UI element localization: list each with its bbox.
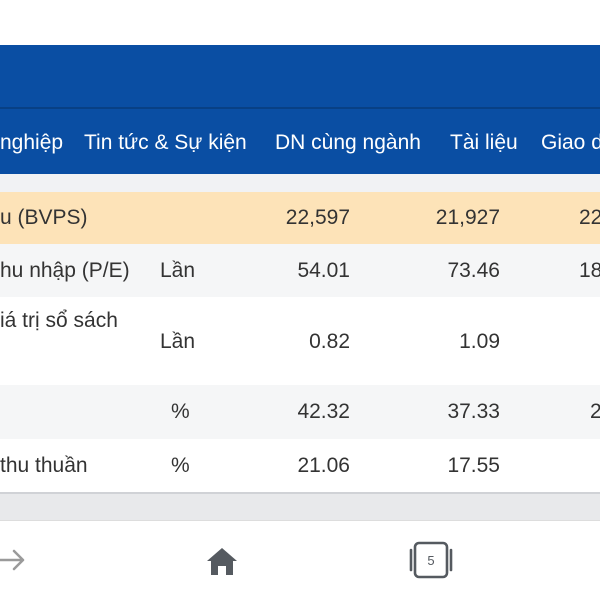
tab-trading[interactable]: Giao d (541, 131, 600, 154)
home-icon[interactable] (205, 545, 239, 577)
tabs-icon[interactable]: 5 (409, 540, 453, 580)
row-value: 54.01 (297, 259, 350, 282)
row-value: 1.09 (459, 330, 500, 353)
table-row: hu nhập (P/E) Lần 54.01 73.46 18 (0, 244, 600, 297)
section-gap (0, 174, 600, 192)
table-row: % 42.32 37.33 2 (0, 385, 600, 439)
row-value: 73.46 (447, 259, 500, 282)
row-label: u (BVPS) (0, 206, 88, 229)
tab-news-events[interactable]: Tin tức & Sự kiện (84, 131, 247, 154)
table-row: u (BVPS) 22,597 21,927 22 (0, 192, 600, 244)
status-area (0, 0, 600, 45)
content-bottom (0, 492, 600, 522)
row-unit: Lần (160, 259, 196, 282)
row-value: 21,927 (435, 206, 500, 229)
tab-bar: nghiệp Tin tức & Sự kiện DN cùng ngành T… (0, 107, 600, 176)
row-label: hu nhập (P/E) (0, 259, 130, 282)
row-value: 18 (579, 259, 600, 282)
tab-doanh-nghiep[interactable]: nghiệp (0, 131, 64, 154)
row-label: iá trị sổ sách (0, 309, 118, 332)
row-value: 22 (579, 206, 600, 229)
site-header (0, 45, 600, 107)
row-value: 21.06 (297, 454, 350, 477)
tab-documents[interactable]: Tài liệu (450, 131, 518, 154)
table-row: iá trị sổ sách Lần 0.82 1.09 (0, 297, 600, 385)
row-value: 42.32 (297, 400, 350, 423)
financial-table: u (BVPS) 22,597 21,927 22 hu nhập (P/E) … (0, 192, 600, 492)
row-unit: Lần (160, 330, 196, 353)
row-value: 0.82 (309, 330, 350, 353)
table-row: thu thuần % 21.06 17.55 (0, 439, 600, 492)
row-value: 17.55 (447, 454, 500, 477)
row-unit: % (171, 454, 190, 477)
row-value: 22,597 (285, 206, 350, 229)
tab-same-industry[interactable]: DN cùng ngành (275, 131, 421, 154)
row-value: 37.33 (447, 400, 500, 423)
row-unit: % (171, 400, 190, 423)
browser-bottom-nav: 5 (0, 520, 600, 601)
arrow-right-icon[interactable] (0, 545, 28, 575)
row-value: 2 (590, 400, 600, 423)
tabs-count: 5 (427, 553, 434, 568)
row-label: thu thuần (0, 454, 88, 477)
